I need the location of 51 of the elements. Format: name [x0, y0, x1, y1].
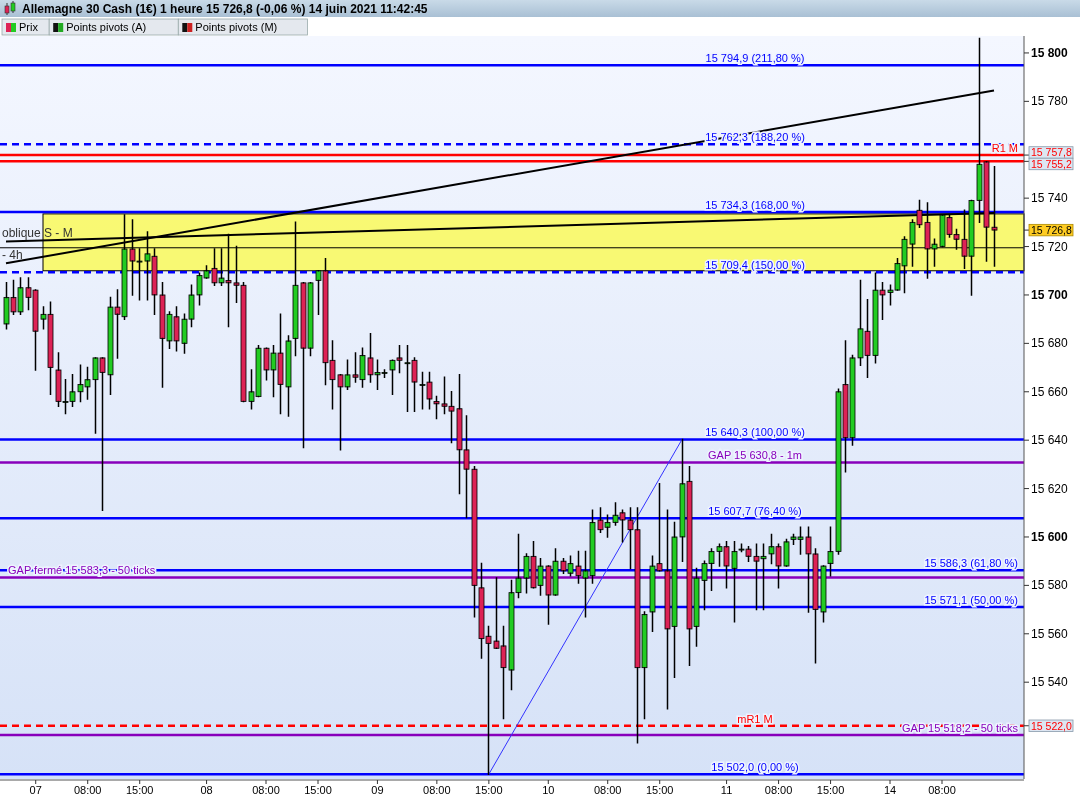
x-tick-label: 07 [29, 784, 42, 796]
ref-line-label: 15 709,4 (150,00 %) [705, 259, 805, 272]
x-tick-label: 15:00 [645, 784, 674, 796]
x-tick-label: 15:00 [125, 784, 154, 796]
ref-line-label: 15 607,7 (76,40 %) [708, 505, 802, 518]
y-tick-label: 15 620 [1031, 481, 1069, 496]
y-tick-label: 15 522,0 [1031, 719, 1073, 732]
ref-line-label: R1 M [991, 142, 1018, 155]
y-tick-label: 15 580 [1031, 578, 1069, 593]
x-tick-label: 08:00 [423, 784, 451, 796]
y-tick-label: 15 726,8 [1031, 224, 1073, 237]
y-tick-label: 15 680 [1031, 336, 1069, 351]
y-tick-label: 15 755,2 [1031, 157, 1073, 170]
ref-line-label: 15 586,3 (61,80 %) [924, 557, 1018, 570]
y-tick-label: 15 700 [1031, 287, 1069, 302]
ref-line-label: mR1 M [737, 712, 773, 725]
y-tick-label: 15 560 [1031, 626, 1069, 641]
ref-line-label: 15 640,3 (100,00 %) [705, 426, 805, 439]
ref-line-label: 15 794,9 (211,80 %) [705, 52, 805, 65]
x-tick-label: 11 [720, 784, 733, 796]
ref-line-label: 15 734,3 (168,00 %) [705, 198, 805, 211]
chart-title: Allemagne 30 Cash (1€) 1 heure 15 726,8 (-0,06 %) 14 juin 2021 11:42:45 [22, 2, 428, 16]
text: Points pivots (A) [66, 21, 147, 33]
y-tick-label: 15 660 [1031, 384, 1069, 399]
text: Points pivots (M) [195, 21, 278, 33]
series-label: - 4h [2, 248, 23, 263]
y-tick-label: 15 740 [1031, 191, 1069, 206]
x-tick-label: 08 [200, 784, 213, 796]
x-tick-label: 08:00 [252, 784, 280, 796]
ref-line-label: 15 502,0 (0,00 %) [711, 761, 799, 774]
y-tick-label: 15 540 [1031, 675, 1069, 690]
x-tick-label: 08:00 [73, 784, 102, 796]
y-tick-label: 15 757,8 [1031, 146, 1073, 159]
x-tick-label: 08:00 [764, 784, 793, 796]
x-tick-label: 15:00 [304, 784, 332, 796]
series-label: oblique S - M [2, 226, 73, 241]
text: Prix [19, 21, 39, 33]
y-tick-label: 15 600 [1031, 529, 1069, 544]
y-tick-label: 15 720 [1031, 239, 1069, 254]
ref-line-label: GAP 15 630,8 - 1m [708, 449, 802, 462]
x-tick-label: 15:00 [816, 784, 845, 796]
y-tick-label: 15 640 [1031, 433, 1069, 448]
x-tick-label: 09 [371, 784, 384, 796]
x-tick-label: 15:00 [475, 784, 503, 796]
x-tick-label: 14 [883, 784, 897, 796]
y-tick-label: 15 780 [1031, 94, 1069, 109]
y-tick-label: 15 800 [1031, 45, 1069, 60]
x-tick-label: 10 [542, 784, 555, 796]
x-tick-label: 08:00 [593, 784, 622, 796]
ref-line-label: 15 571,1 (50,00 %) [924, 593, 1018, 606]
x-tick-label: 08:00 [928, 784, 956, 796]
